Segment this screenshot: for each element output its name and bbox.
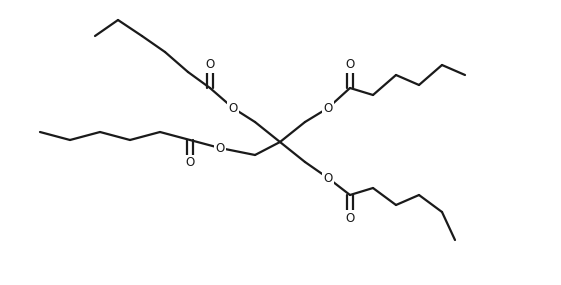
Text: O: O [346,211,355,225]
Text: O: O [323,172,333,184]
Text: O: O [205,58,215,72]
Text: O: O [185,156,195,170]
Text: O: O [215,141,224,154]
Text: O: O [228,101,238,115]
Text: O: O [346,58,355,72]
Text: O: O [323,101,333,115]
